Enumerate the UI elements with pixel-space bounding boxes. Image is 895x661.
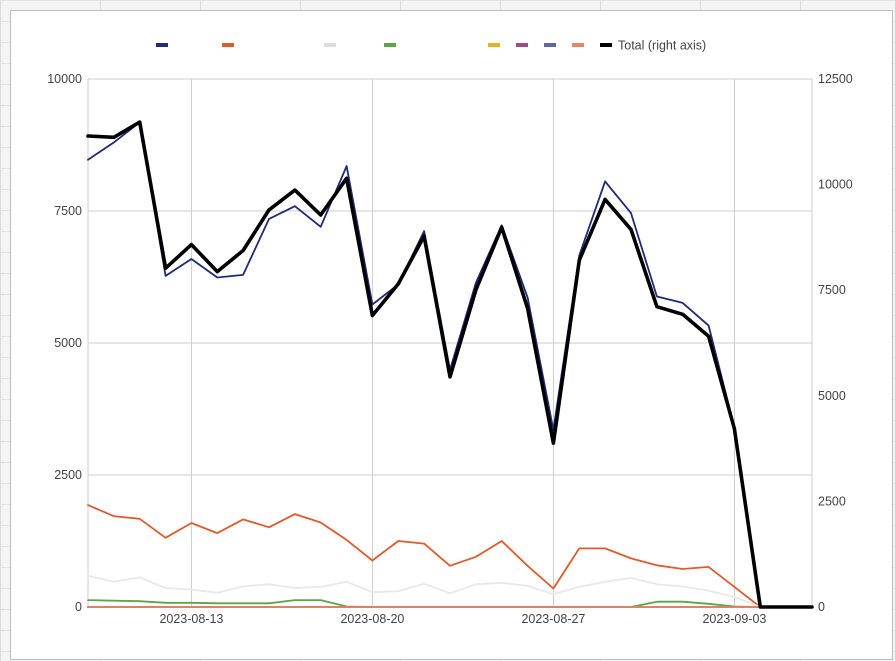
right-y-tick-label: 5000 (818, 389, 846, 403)
x-tick-label: 2023-08-13 (159, 612, 223, 626)
legend-swatch-3 (324, 43, 336, 47)
series-line-9 (86, 120, 814, 609)
legend-swatch-9 (600, 43, 612, 47)
left-y-tick-label: 0 (75, 600, 82, 614)
series-line-2 (87, 504, 813, 608)
series-line-1 (87, 121, 813, 608)
x-tick-label: 2023-09-03 (702, 612, 766, 626)
legend-swatch-2 (222, 43, 234, 47)
legend-swatch-1 (156, 43, 168, 47)
left-y-tick-label: 7500 (54, 204, 82, 218)
legend-swatch-8 (572, 43, 584, 47)
legend-label-9: Total (right axis) (618, 39, 706, 53)
legend-swatch-7 (544, 43, 556, 47)
legend-swatch-4 (384, 43, 396, 47)
gridlines (87, 78, 813, 608)
legend: Total (right axis) (156, 39, 706, 53)
series-line-3 (87, 574, 813, 608)
right-y-tick-label: 2500 (818, 494, 846, 508)
series-lines (86, 120, 814, 609)
right-y-tick-label: 7500 (818, 283, 846, 297)
legend-swatch-5 (488, 43, 500, 47)
right-y-tick-label: 10000 (818, 178, 853, 192)
left-y-tick-label: 10000 (47, 72, 82, 86)
x-tick-label: 2023-08-20 (340, 612, 404, 626)
chart-container[interactable] (10, 10, 893, 660)
right-y-axis-ticks: 0 2500 5000 7500 10000 12500 (818, 72, 853, 614)
x-axis-ticks: 2023-08-13 2023-08-20 2023-08-27 2023-09-03 (159, 612, 766, 626)
left-y-axis-ticks: 0 2500 5000 7500 10000 (47, 72, 82, 614)
right-y-tick-label: 0 (818, 600, 825, 614)
legend-swatch-6 (516, 43, 528, 47)
x-tick-label: 2023-08-27 (521, 612, 585, 626)
series-line-4 (87, 599, 813, 608)
left-y-tick-label: 5000 (54, 336, 82, 350)
left-y-tick-label: 2500 (54, 468, 82, 482)
right-y-tick-label: 12500 (818, 72, 853, 86)
